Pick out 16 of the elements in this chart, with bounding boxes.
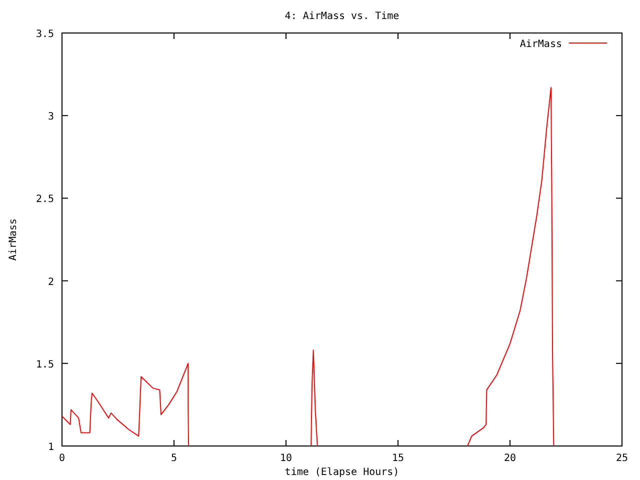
y-tick-label: 1 bbox=[48, 442, 54, 453]
legend-label: AirMass bbox=[520, 39, 562, 50]
y-tick-label: 1.5 bbox=[36, 359, 54, 370]
x-tick-label: 0 bbox=[58, 453, 66, 464]
x-tick-label: 20 bbox=[504, 453, 516, 464]
y-tick-label: 2.5 bbox=[36, 194, 54, 206]
chart-title: 4: AirMass vs. Time bbox=[284, 11, 400, 22]
y-axis-title: AirMass bbox=[8, 218, 19, 261]
y-tick-label: 3.5 bbox=[36, 29, 54, 40]
y-tick-label: 2 bbox=[48, 276, 54, 288]
x-tick-label: 5 bbox=[170, 453, 178, 464]
y-tick-label: 3 bbox=[48, 112, 54, 123]
x-tick-label: 25 bbox=[616, 453, 628, 464]
x-axis-title: time (Elapse Hours) bbox=[284, 467, 400, 478]
x-tick-label: 15 bbox=[392, 453, 404, 464]
x-tick-label: 10 bbox=[280, 453, 292, 464]
